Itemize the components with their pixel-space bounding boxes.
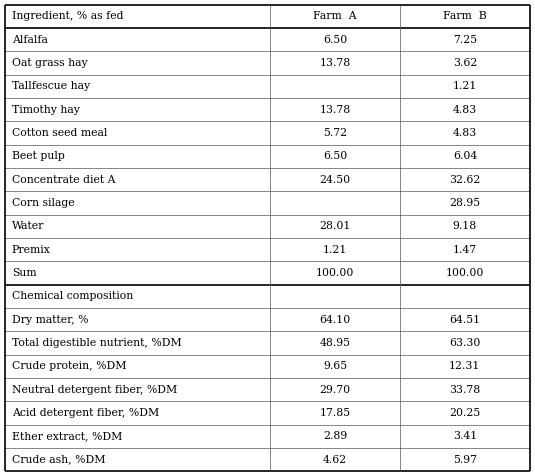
Text: Crude protein, %DM: Crude protein, %DM <box>12 361 126 371</box>
Text: 17.85: 17.85 <box>319 408 351 418</box>
Text: 63.30: 63.30 <box>449 338 480 348</box>
Text: 5.72: 5.72 <box>323 128 347 138</box>
Text: Ether extract, %DM: Ether extract, %DM <box>12 431 122 441</box>
Text: Corn silage: Corn silage <box>12 198 74 208</box>
Text: Crude ash, %DM: Crude ash, %DM <box>12 455 105 465</box>
Text: Tallfescue hay: Tallfescue hay <box>12 81 90 91</box>
Text: 9.65: 9.65 <box>323 361 347 371</box>
Text: 33.78: 33.78 <box>449 385 480 395</box>
Text: 64.51: 64.51 <box>449 315 480 325</box>
Text: 48.95: 48.95 <box>319 338 350 348</box>
Text: Water: Water <box>12 221 44 231</box>
Text: Acid detergent fiber, %DM: Acid detergent fiber, %DM <box>12 408 159 418</box>
Text: 7.25: 7.25 <box>453 35 477 45</box>
Text: 4.62: 4.62 <box>323 455 347 465</box>
Text: 9.18: 9.18 <box>453 221 477 231</box>
Text: Total digestible nutrient, %DM: Total digestible nutrient, %DM <box>12 338 181 348</box>
Text: Sum: Sum <box>12 268 36 278</box>
Text: Premix: Premix <box>12 245 50 255</box>
Text: 20.25: 20.25 <box>449 408 480 418</box>
Text: Farm  A: Farm A <box>314 11 357 21</box>
Text: Alfalfa: Alfalfa <box>12 35 48 45</box>
Text: 28.95: 28.95 <box>449 198 480 208</box>
Text: 28.01: 28.01 <box>319 221 351 231</box>
Text: Dry matter, %: Dry matter, % <box>12 315 88 325</box>
Text: Ingredient, % as fed: Ingredient, % as fed <box>12 11 123 21</box>
Text: 4.83: 4.83 <box>453 105 477 115</box>
Text: Chemical composition: Chemical composition <box>12 291 133 301</box>
Text: 32.62: 32.62 <box>449 175 480 185</box>
Text: 29.70: 29.70 <box>319 385 351 395</box>
Text: 6.50: 6.50 <box>323 35 347 45</box>
Text: 4.83: 4.83 <box>453 128 477 138</box>
Text: 100.00: 100.00 <box>446 268 484 278</box>
Text: 100.00: 100.00 <box>316 268 354 278</box>
Text: 5.97: 5.97 <box>453 455 477 465</box>
Text: 1.21: 1.21 <box>453 81 477 91</box>
Text: Farm  B: Farm B <box>443 11 487 21</box>
Text: 6.04: 6.04 <box>453 151 477 161</box>
Text: 1.47: 1.47 <box>453 245 477 255</box>
Text: 13.78: 13.78 <box>319 58 351 68</box>
Text: 64.10: 64.10 <box>319 315 351 325</box>
Text: Beet pulp: Beet pulp <box>12 151 65 161</box>
Text: 1.21: 1.21 <box>323 245 347 255</box>
Text: Concentrate diet A: Concentrate diet A <box>12 175 115 185</box>
Text: 6.50: 6.50 <box>323 151 347 161</box>
Text: Cotton seed meal: Cotton seed meal <box>12 128 107 138</box>
Text: 3.62: 3.62 <box>453 58 477 68</box>
Text: 12.31: 12.31 <box>449 361 480 371</box>
Text: 2.89: 2.89 <box>323 431 347 441</box>
Text: Oat grass hay: Oat grass hay <box>12 58 87 68</box>
Text: Neutral detergent fiber, %DM: Neutral detergent fiber, %DM <box>12 385 177 395</box>
Text: Timothy hay: Timothy hay <box>12 105 80 115</box>
Text: 13.78: 13.78 <box>319 105 351 115</box>
Text: 24.50: 24.50 <box>319 175 351 185</box>
Text: 3.41: 3.41 <box>453 431 477 441</box>
